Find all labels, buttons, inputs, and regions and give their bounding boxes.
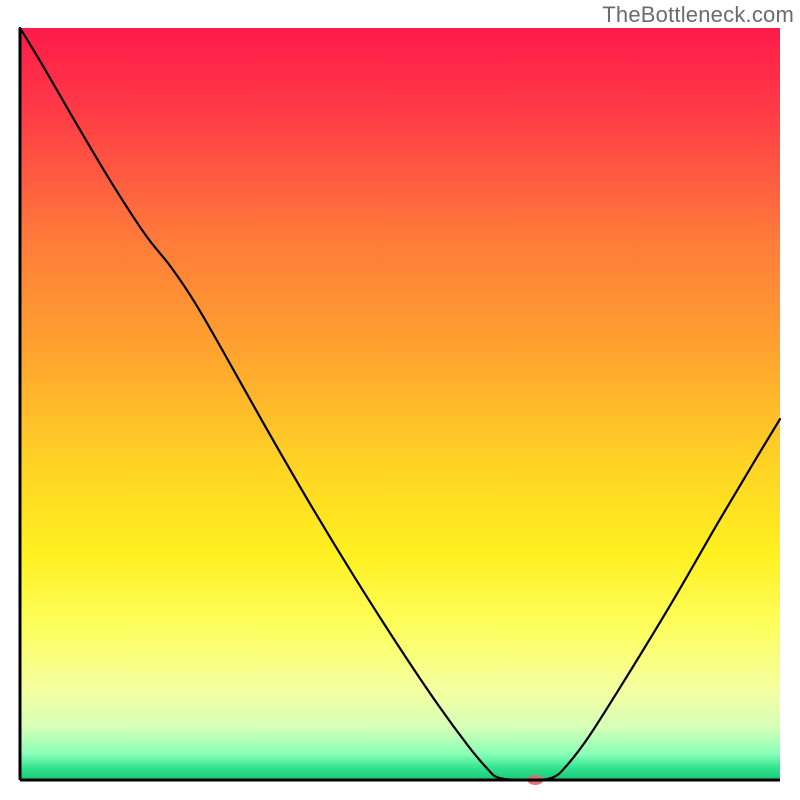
- watermark-label: TheBottleneck.com: [602, 2, 794, 28]
- bottleneck-chart: [0, 0, 800, 800]
- chart-background: [20, 28, 780, 780]
- chart-container: TheBottleneck.com: [0, 0, 800, 800]
